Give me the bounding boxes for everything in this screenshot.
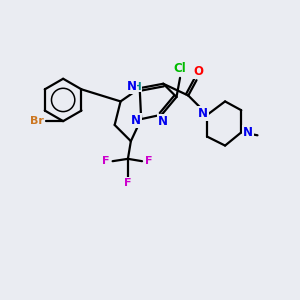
- Text: Br: Br: [30, 116, 44, 126]
- Text: N: N: [243, 126, 253, 139]
- Text: Cl: Cl: [174, 61, 186, 75]
- Text: N: N: [127, 80, 136, 93]
- Text: F: F: [124, 178, 132, 188]
- Text: F: F: [145, 156, 152, 166]
- Text: N: N: [158, 115, 168, 128]
- Text: N: N: [131, 114, 141, 127]
- Text: O: O: [193, 65, 203, 79]
- Text: F: F: [102, 156, 110, 166]
- Text: N: N: [198, 107, 208, 120]
- Text: H: H: [133, 82, 141, 92]
